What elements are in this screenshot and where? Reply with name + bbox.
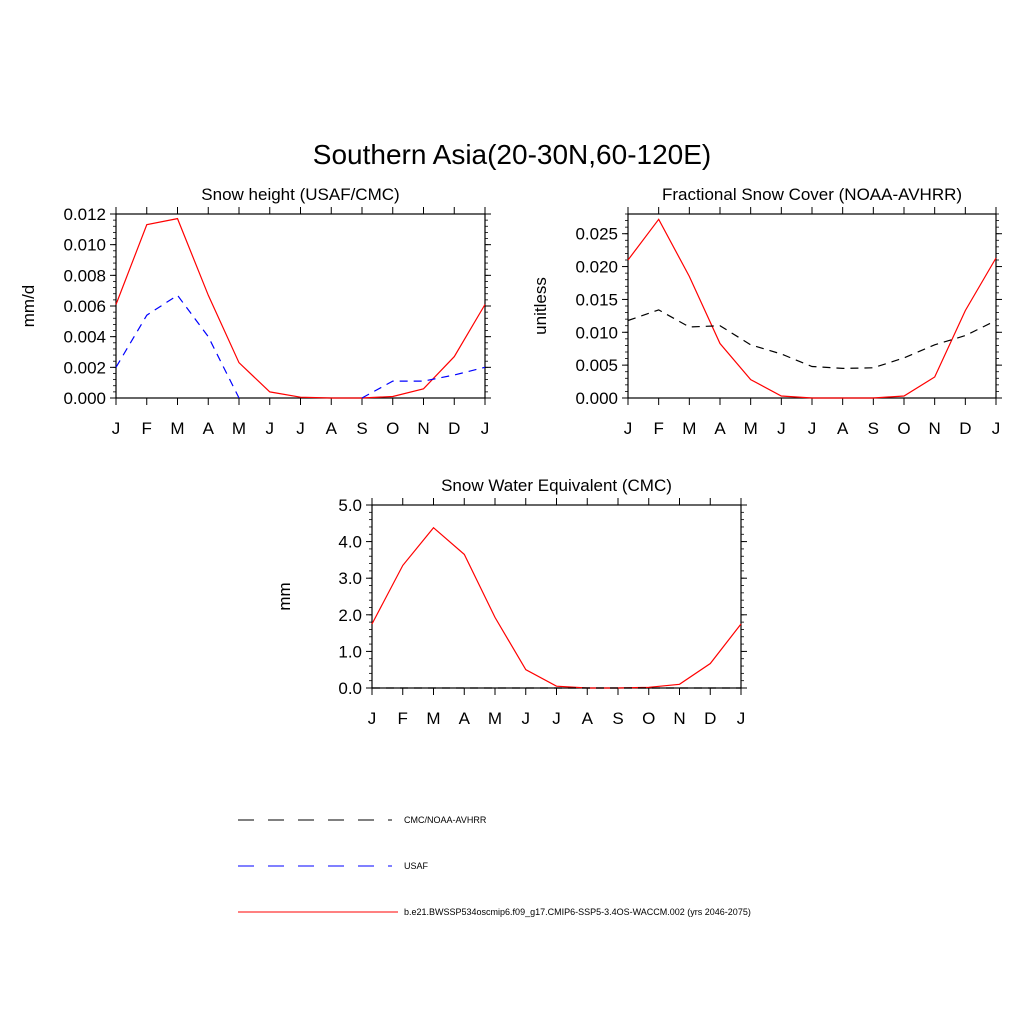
x-tick-label: D xyxy=(959,419,971,438)
x-tick-label: S xyxy=(612,709,623,728)
x-tick-label: J xyxy=(624,419,633,438)
legend: CMC/NOAA-AVHRR USAF b.e21.BWSSP534oscmip… xyxy=(238,815,751,917)
y-tick-label: 0.008 xyxy=(63,266,106,285)
x-tick-label: J xyxy=(481,419,490,438)
y-tick-label: 0.002 xyxy=(63,358,106,377)
x-tick-label: A xyxy=(203,419,215,438)
series-line-1 xyxy=(115,294,240,399)
x-tick-label: J xyxy=(552,709,561,728)
y-tick-label: 0.012 xyxy=(63,205,106,224)
plot-frame xyxy=(371,504,742,689)
y-axis-label: mm xyxy=(275,582,294,610)
x-tick-label: A xyxy=(326,419,338,438)
x-tick-label: M xyxy=(488,709,502,728)
series-line-0 xyxy=(115,217,486,399)
x-tick-label: A xyxy=(459,709,471,728)
legend-label-cmc: CMC/NOAA-AVHRR xyxy=(404,815,487,825)
figure-title: Southern Asia(20-30N,60-120E) xyxy=(313,139,711,170)
x-tick-label: A xyxy=(582,709,594,728)
y-tick-label: 0.006 xyxy=(63,297,106,316)
y-tick-label: 2.0 xyxy=(338,606,362,625)
snow-water-panel: Snow Water Equivalent (CMC) mm 0.0 1.0 2.0 3.… xyxy=(275,476,747,728)
x-tick-label: M xyxy=(232,419,246,438)
y-tick-label: 5.0 xyxy=(338,496,362,515)
x-tick-label: J xyxy=(777,419,786,438)
x-tick-label: O xyxy=(386,419,399,438)
y-tick-label: 0.000 xyxy=(575,389,618,408)
y-tick-label: 0.025 xyxy=(575,225,618,244)
snow-height-panel: Snow height (USAF/CMC) mm/d 0.000 0.002 0.00… xyxy=(19,185,491,438)
y-tick-label: 0.0 xyxy=(338,679,362,698)
panel-title: Snow height (USAF/CMC) xyxy=(201,185,399,204)
x-tick-label: D xyxy=(704,709,716,728)
legend-label-usaf: USAF xyxy=(404,861,429,871)
x-tick-label: N xyxy=(929,419,941,438)
x-tick-label: D xyxy=(448,419,460,438)
y-axis-label: unitless xyxy=(531,277,550,335)
series-line-1 xyxy=(627,309,997,370)
x-tick-label: M xyxy=(170,419,184,438)
x-tick-label: J xyxy=(296,419,305,438)
y-tick-label: 1.0 xyxy=(338,642,362,661)
snow-cover-panel: Fractional Snow Cover (NOAA-AVHRR) unitle… xyxy=(531,185,1002,438)
plot-frame xyxy=(115,213,486,399)
x-tick-label: F xyxy=(142,419,152,438)
y-tick-label: 0.010 xyxy=(575,323,618,342)
x-tick-label: J xyxy=(522,709,531,728)
y-tick-label: 4.0 xyxy=(338,533,362,552)
x-tick-label: N xyxy=(673,709,685,728)
x-tick-label: A xyxy=(714,419,726,438)
x-tick-label: F xyxy=(653,419,663,438)
series-line-1 xyxy=(361,366,486,399)
plot-frame xyxy=(627,213,997,399)
panel-title: Snow Water Equivalent (CMC) xyxy=(441,476,672,495)
y-tick-label: 0.004 xyxy=(63,328,106,347)
x-tick-label: M xyxy=(682,419,696,438)
y-axis-label: mm/d xyxy=(19,285,38,328)
panel-title: Fractional Snow Cover (NOAA-AVHRR) xyxy=(662,185,962,204)
x-tick-label: A xyxy=(837,419,849,438)
x-tick-label: J xyxy=(266,419,275,438)
x-tick-label: J xyxy=(112,419,121,438)
x-tick-label: N xyxy=(417,419,429,438)
x-tick-label: M xyxy=(744,419,758,438)
x-tick-label: S xyxy=(356,419,367,438)
x-tick-label: J xyxy=(368,709,377,728)
y-tick-label: 0.000 xyxy=(63,389,106,408)
series-line-0 xyxy=(371,526,742,689)
y-tick-label: 0.010 xyxy=(63,236,106,255)
x-tick-label: J xyxy=(992,419,1001,438)
x-tick-label: J xyxy=(808,419,817,438)
y-tick-label: 0.020 xyxy=(575,258,618,277)
x-tick-label: J xyxy=(737,709,746,728)
y-tick-label: 3.0 xyxy=(338,569,362,588)
x-tick-label: F xyxy=(398,709,408,728)
x-tick-label: O xyxy=(642,709,655,728)
x-tick-label: S xyxy=(868,419,879,438)
y-tick-label: 0.005 xyxy=(575,356,618,375)
y-tick-label: 0.015 xyxy=(575,290,618,309)
x-tick-label: M xyxy=(426,709,440,728)
x-tick-label: O xyxy=(897,419,910,438)
legend-label-model: b.e21.BWSSP534oscmip6.f09_g17.CMIP6-SSP5… xyxy=(404,907,751,917)
series-line-0 xyxy=(627,218,997,399)
